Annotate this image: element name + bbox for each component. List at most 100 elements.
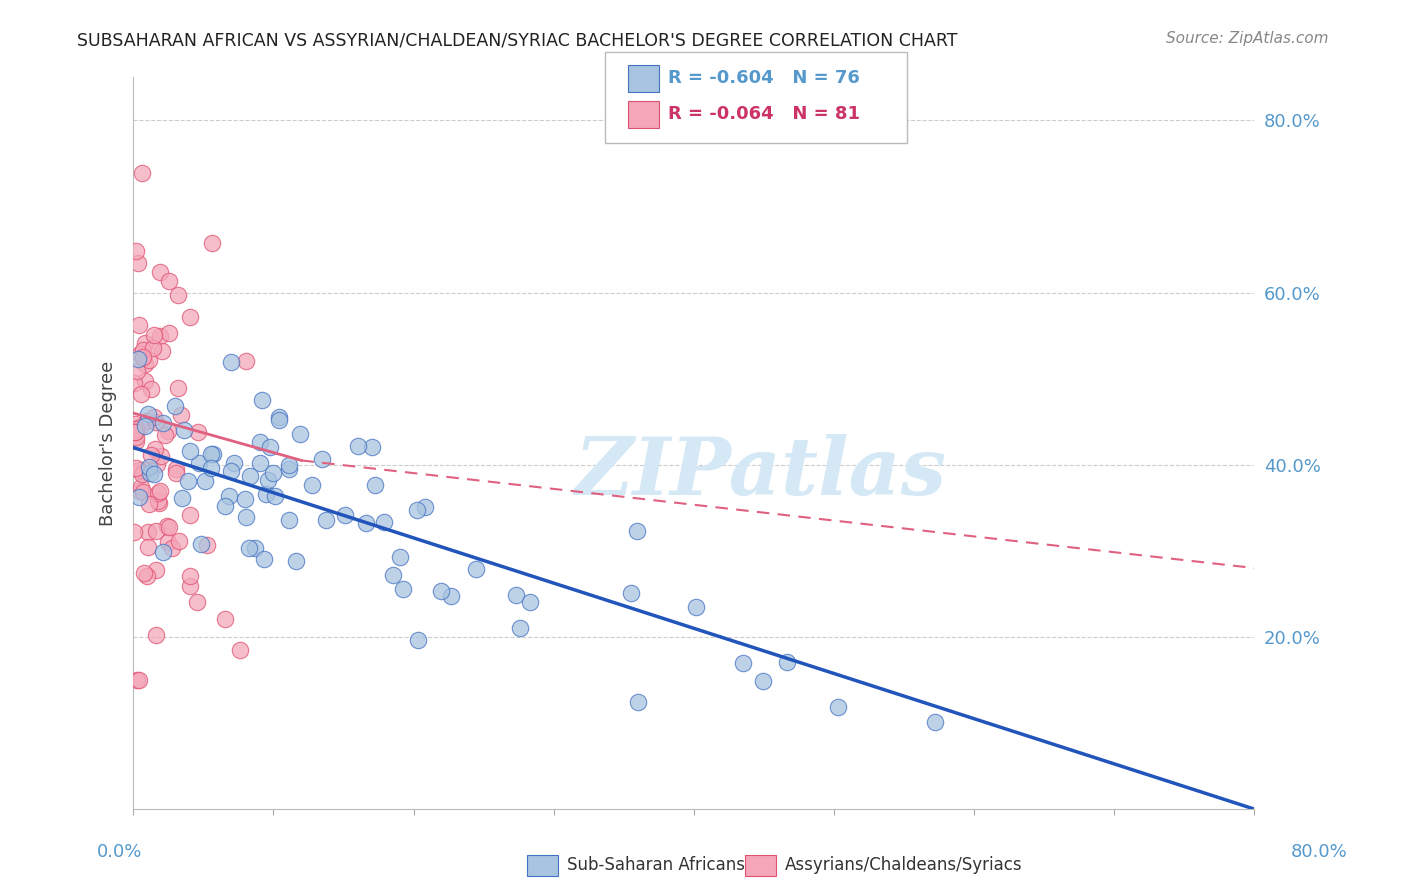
Point xyxy=(148,496,170,510)
Point xyxy=(128,673,150,687)
Point xyxy=(188,456,211,470)
Point xyxy=(235,353,257,368)
Point xyxy=(264,489,287,503)
Point xyxy=(127,673,149,687)
Point xyxy=(290,427,312,442)
Point xyxy=(827,699,849,714)
Point xyxy=(373,515,395,529)
Point xyxy=(152,544,174,558)
Point xyxy=(142,328,165,343)
Point xyxy=(150,450,173,464)
Point xyxy=(752,674,775,689)
Point xyxy=(200,461,222,475)
Point xyxy=(364,478,387,492)
Point xyxy=(157,520,180,534)
Point xyxy=(190,537,212,551)
Point xyxy=(406,633,429,648)
Point xyxy=(201,236,224,251)
Point xyxy=(219,464,242,478)
Point xyxy=(132,351,155,365)
Point xyxy=(170,491,193,505)
Point xyxy=(125,460,148,475)
Point xyxy=(254,487,277,501)
Point xyxy=(149,329,172,343)
Point xyxy=(361,440,384,454)
Point xyxy=(214,500,236,514)
Point xyxy=(262,467,284,481)
Point xyxy=(179,568,201,582)
Point xyxy=(143,409,166,424)
Point xyxy=(179,508,201,522)
Point xyxy=(177,474,200,488)
Point xyxy=(125,422,148,436)
Point xyxy=(148,493,170,508)
Point xyxy=(389,550,412,565)
Point xyxy=(145,627,167,641)
Point xyxy=(354,516,377,530)
Point xyxy=(267,413,290,427)
Point xyxy=(167,533,190,548)
Point xyxy=(134,374,156,388)
Point xyxy=(127,364,149,378)
Point xyxy=(124,425,146,439)
Text: Sub-Saharan Africans: Sub-Saharan Africans xyxy=(567,856,745,874)
Point xyxy=(157,326,180,340)
Point xyxy=(179,579,201,593)
Point xyxy=(134,336,156,351)
Text: SUBSAHARAN AFRICAN VS ASSYRIAN/CHALDEAN/SYRIAC BACHELOR'S DEGREE CORRELATION CHA: SUBSAHARAN AFRICAN VS ASSYRIAN/CHALDEAN/… xyxy=(77,31,957,49)
Point xyxy=(238,541,260,556)
Point xyxy=(277,513,299,527)
Text: Source: ZipAtlas.com: Source: ZipAtlas.com xyxy=(1166,31,1329,46)
Point xyxy=(124,376,146,391)
Point xyxy=(138,460,160,475)
Point xyxy=(626,524,648,538)
Point xyxy=(142,341,165,355)
Point xyxy=(128,490,150,504)
Point xyxy=(125,434,148,448)
Point xyxy=(149,265,172,279)
Point xyxy=(169,409,191,423)
Point xyxy=(195,538,218,552)
Point xyxy=(136,540,159,554)
Point xyxy=(278,462,301,476)
Point xyxy=(152,343,174,358)
Point xyxy=(284,554,307,568)
Point xyxy=(685,600,707,615)
Point xyxy=(311,451,333,466)
Point xyxy=(165,466,187,480)
Point xyxy=(233,491,256,506)
Point xyxy=(179,310,201,325)
Point xyxy=(776,656,799,670)
Point xyxy=(136,413,159,427)
Point xyxy=(731,656,754,670)
Point xyxy=(194,474,217,488)
Point xyxy=(382,568,405,582)
Point xyxy=(125,430,148,444)
Point xyxy=(129,347,152,361)
Point xyxy=(173,423,195,437)
Point xyxy=(187,425,209,439)
Point xyxy=(141,448,163,462)
Point xyxy=(165,462,187,476)
Text: 80.0%: 80.0% xyxy=(1291,843,1347,861)
Point xyxy=(252,393,274,408)
Point xyxy=(256,473,278,487)
Point xyxy=(214,612,236,626)
Point xyxy=(125,244,148,258)
Point xyxy=(157,535,180,549)
Text: R = -0.604   N = 76: R = -0.604 N = 76 xyxy=(668,70,859,87)
Point xyxy=(131,484,153,499)
Point xyxy=(139,466,162,480)
Point xyxy=(153,427,176,442)
Point xyxy=(131,343,153,358)
Point xyxy=(138,352,160,367)
Point xyxy=(249,435,271,450)
Point xyxy=(218,489,240,503)
Point xyxy=(128,463,150,477)
Point xyxy=(413,500,436,514)
Point xyxy=(124,425,146,439)
Point xyxy=(186,594,208,608)
Point xyxy=(224,456,246,470)
Point xyxy=(132,566,155,580)
Point xyxy=(464,562,486,576)
